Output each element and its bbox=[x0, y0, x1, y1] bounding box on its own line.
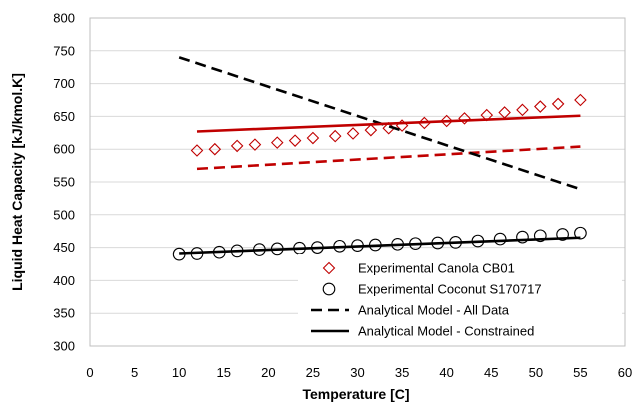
diamond-icon bbox=[322, 261, 336, 275]
x-tick-label: 60 bbox=[618, 365, 632, 380]
plot-area-border bbox=[89, 17, 626, 347]
gridlines bbox=[90, 50, 625, 314]
series-diamond-marker bbox=[190, 93, 587, 157]
canola-point bbox=[534, 100, 547, 113]
y-tick-label: 600 bbox=[53, 142, 75, 157]
circle-icon bbox=[322, 282, 336, 296]
legend-box bbox=[298, 254, 622, 344]
y-tick-label: 400 bbox=[53, 273, 75, 288]
x-tick-labels: 0 5 10 15 20 25 30 35 40 45 50 55 60 bbox=[86, 365, 632, 380]
x-tick-label: 40 bbox=[439, 365, 453, 380]
y-tick-labels: 300 350 400 450 500 550 600 650 700 750 800 bbox=[53, 11, 75, 354]
y-tick-label: 500 bbox=[53, 207, 75, 222]
y-tick-label: 800 bbox=[53, 11, 75, 26]
x-tick-label: 50 bbox=[529, 365, 543, 380]
y-tick-label: 650 bbox=[53, 109, 75, 124]
canola-point bbox=[328, 129, 342, 143]
analytical-line-constrained bbox=[196, 114, 581, 133]
x-tick-label: 35 bbox=[395, 365, 409, 380]
legend-label: Experimental Coconut S170717 bbox=[358, 282, 542, 297]
x-tick-label: 45 bbox=[484, 365, 498, 380]
coconut-point bbox=[556, 228, 569, 241]
canola-point bbox=[364, 123, 378, 137]
y-tick-label: 300 bbox=[53, 339, 75, 354]
legend-label: Analytical Model - All Data bbox=[358, 303, 510, 318]
x-tick-label: 15 bbox=[217, 365, 231, 380]
x-tick-label: 10 bbox=[172, 365, 186, 380]
canola-point bbox=[346, 127, 360, 140]
y-tick-label: 750 bbox=[53, 43, 75, 58]
canola-point bbox=[516, 103, 529, 117]
y-tick-label: 350 bbox=[53, 306, 75, 321]
coconut-point bbox=[493, 232, 507, 246]
x-axis-title: Temperature [C] bbox=[302, 386, 409, 402]
y-tick-label: 700 bbox=[53, 76, 75, 91]
x-tick-label: 0 bbox=[86, 365, 93, 380]
data-series bbox=[172, 56, 587, 261]
y-tick-label: 450 bbox=[53, 240, 75, 255]
legend-label: Experimental Canola CB01 bbox=[358, 261, 515, 276]
canola-point bbox=[306, 131, 320, 145]
x-tick-label: 55 bbox=[573, 365, 587, 380]
coconut-point bbox=[533, 229, 547, 243]
canola-point bbox=[551, 97, 565, 111]
canola-point bbox=[230, 139, 244, 153]
series-solid-line bbox=[179, 236, 581, 255]
canola-point bbox=[270, 136, 284, 149]
canola-point bbox=[288, 134, 302, 147]
y-tick-label: 550 bbox=[53, 175, 75, 190]
x-tick-label: 30 bbox=[350, 365, 364, 380]
canola-point bbox=[190, 144, 204, 157]
series-solid-line bbox=[196, 114, 581, 133]
series-dashed-line bbox=[196, 145, 581, 171]
x-tick-label: 5 bbox=[131, 365, 138, 380]
analytical-line-constrained bbox=[179, 236, 581, 255]
coconut-point bbox=[516, 230, 529, 244]
x-tick-label: 20 bbox=[261, 365, 275, 380]
canola-point bbox=[440, 114, 453, 128]
canola-point bbox=[208, 142, 222, 156]
canola-point bbox=[458, 112, 471, 125]
analytical-line-all-data bbox=[196, 145, 581, 171]
y-axis-title: Liquid Heat Capacity [kJ/kmol.K] bbox=[9, 73, 25, 291]
legend-label: Analytical Model - Constrained bbox=[358, 324, 534, 339]
canola-point bbox=[248, 138, 262, 151]
canola-point bbox=[574, 93, 587, 107]
legend: Experimental Canola CB01 Experimental Coc… bbox=[298, 254, 622, 344]
x-tick-label: 25 bbox=[306, 365, 320, 380]
